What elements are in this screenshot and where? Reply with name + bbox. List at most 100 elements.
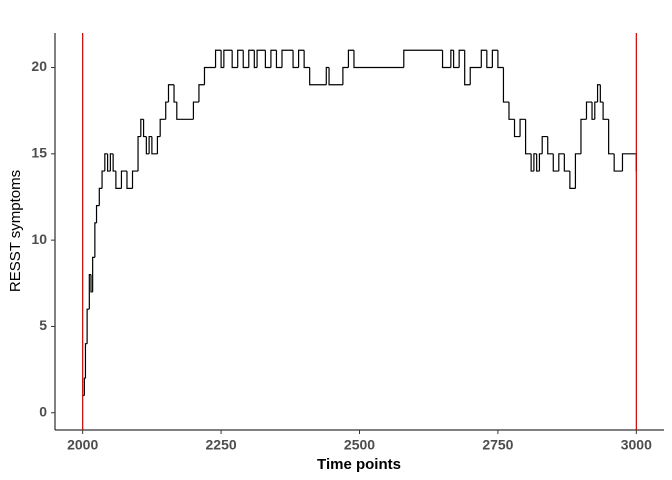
step-segment [469,66,482,85]
step-segment [342,66,349,85]
step-segment [159,118,166,137]
step-segment [353,50,404,69]
step-segment [88,274,91,310]
step-segment [303,50,310,69]
step-segment [176,102,194,120]
step-segment [547,136,554,155]
y-tick-label: 15 [31,145,47,161]
step-segment [569,171,576,189]
step-segment [292,50,299,69]
step-segment [596,84,601,103]
step-segment [325,66,330,85]
step-segment [223,49,233,68]
step-segment [599,84,604,103]
step-segment [253,50,258,69]
step-segment [541,135,548,154]
step-segment [83,377,86,396]
step-segment [530,153,534,172]
step-segment [148,135,152,154]
x-tick-label: 2750 [482,437,513,453]
y-axis-title: RESST symptoms [7,170,24,292]
step-segment [464,50,471,86]
x-tick-label: 2000 [67,437,98,453]
step-segment [594,101,598,120]
step-segment [491,49,498,68]
step-segment [536,153,540,172]
step-segment [109,153,114,172]
step-segment [403,49,443,68]
step-segment [613,153,623,172]
step-segment [275,50,282,69]
step-segment [533,153,537,172]
step-segment [231,50,238,69]
step-segment [203,66,216,85]
step-segment [480,49,487,68]
step-segment [591,102,595,120]
step-segment [450,49,454,68]
step-segment [621,153,636,172]
step-segment [98,187,103,206]
step-segment [145,136,150,155]
step-segment [580,118,587,154]
step-segment [115,171,122,189]
step-segment [502,67,509,103]
step-segment [347,49,354,68]
step-segment [602,102,609,120]
step-segment [458,49,465,68]
step-segment [156,135,161,154]
step-segment [574,153,581,189]
step-segment [92,256,95,292]
step-segment [167,84,175,103]
step-segment [151,136,158,155]
step-segment [214,49,222,68]
step-segment [95,205,100,223]
y-tick-label: 20 [31,58,47,74]
y-tick-label: 10 [31,231,47,247]
step-segment [453,50,460,69]
step-segment [94,222,97,258]
step-segment [106,153,111,172]
step-segment [192,101,199,120]
step-segment [237,49,244,68]
step-segment [524,119,532,155]
step-segment [519,118,526,137]
x-tick-label: 2250 [206,437,237,453]
step-segment [165,101,169,120]
step-segment [112,153,116,172]
step-segment [256,49,266,68]
step-segment [137,135,141,172]
step-segment [328,67,343,86]
step-segment [220,50,224,69]
step-segment [538,153,543,172]
step-segment [309,67,327,86]
step-segment [173,84,177,103]
step-segment [486,50,493,69]
step-segment [497,50,504,69]
step-segment [84,343,88,379]
step-segment [242,50,249,69]
step-segment [441,50,451,69]
step-segment [552,153,559,172]
step-segment [248,49,255,68]
step-segment [585,101,593,120]
y-tick-label: 0 [39,403,47,419]
x-axis-title: Time points [317,456,401,473]
step-segment [126,171,133,189]
step-segment [563,153,570,172]
step-segment [104,153,108,172]
step-segment [140,118,144,137]
step-segment [558,153,565,172]
step-segment [101,170,105,189]
step-segment [270,49,277,68]
step-segment [298,49,305,68]
y-tick-label: 5 [39,317,47,333]
x-tick-label: 2500 [344,437,375,453]
step-segment [131,170,139,189]
step-segment [198,84,205,103]
step-segment [120,170,127,189]
step-segment [508,102,515,120]
step-segment [142,119,147,138]
step-segment [513,119,521,138]
step-segment [281,49,294,68]
